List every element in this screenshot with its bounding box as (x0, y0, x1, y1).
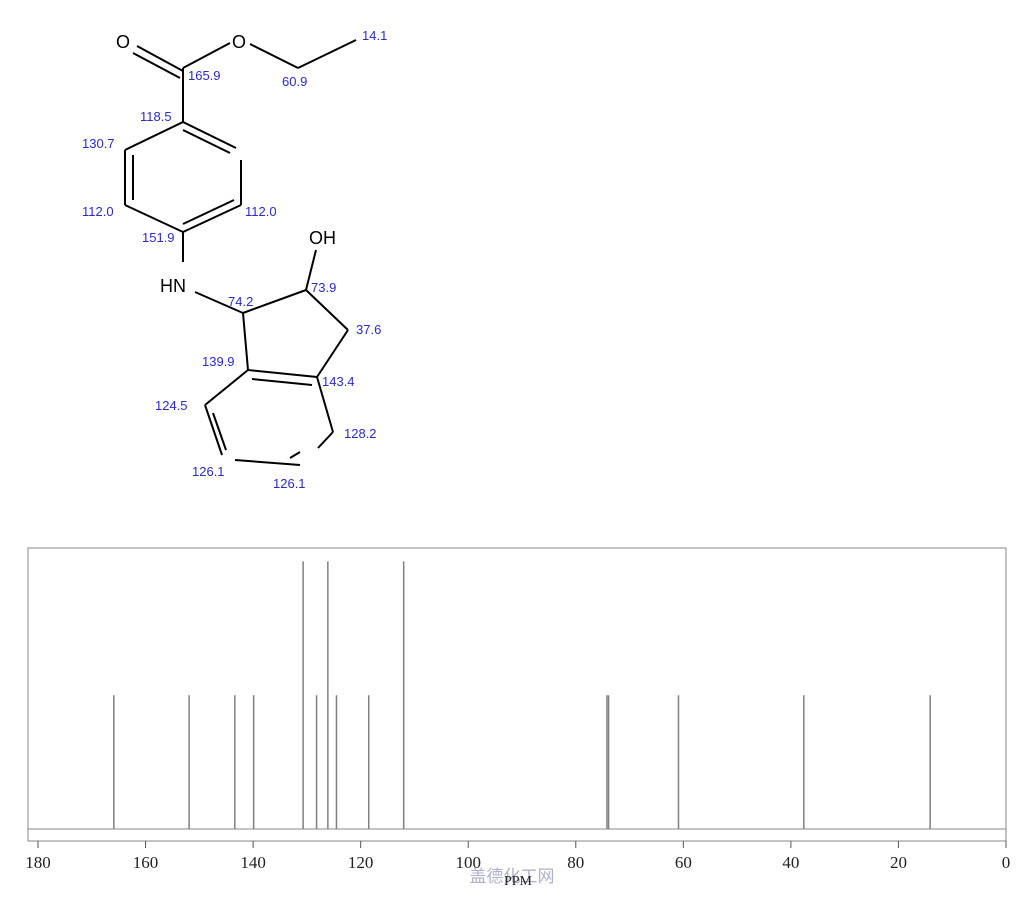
atom-label: O (232, 32, 246, 52)
x-axis-label: PPM (504, 874, 533, 889)
shift-label: 151.9 (142, 230, 175, 245)
atom-label: HN (160, 276, 186, 296)
shift-label: 74.2 (228, 294, 253, 309)
x-tick-label: 180 (25, 853, 51, 872)
shift-label: 60.9 (282, 74, 307, 89)
shift-label: 139.9 (202, 354, 235, 369)
shift-label: 130.7 (82, 136, 115, 151)
shift-label: 37.6 (356, 322, 381, 337)
shift-label: 165.9 (188, 68, 221, 83)
x-tick-label: 140 (240, 853, 266, 872)
x-tick-label: 40 (782, 853, 799, 872)
shift-label: 118.5 (140, 109, 172, 124)
x-tick-label: 120 (348, 853, 374, 872)
atom-label: OH (309, 228, 336, 248)
x-tick-label: 100 (455, 853, 481, 872)
x-tick-label: 0 (1002, 853, 1011, 872)
shift-label: 128.2 (344, 426, 377, 441)
x-tick-label: 80 (567, 853, 584, 872)
shift-label: 112.0 (245, 204, 277, 219)
shift-label: 126.1 (273, 476, 306, 491)
x-tick-label: 160 (133, 853, 159, 872)
watermark: 盖德化工网 (470, 867, 555, 887)
shift-label: 126.1 (192, 464, 225, 479)
x-tick-label: 60 (675, 853, 692, 872)
plot-frame (27, 547, 1007, 842)
shift-label: 73.9 (311, 280, 336, 295)
molecule-bonds (124, 39, 357, 466)
atom-label: O (116, 32, 130, 52)
shift-label: 143.4 (322, 374, 355, 389)
shift-label: 112.0 (82, 204, 114, 219)
shift-label: 14.1 (362, 28, 387, 43)
x-tick-label: 20 (890, 853, 907, 872)
shift-label: 124.5 (155, 398, 188, 413)
